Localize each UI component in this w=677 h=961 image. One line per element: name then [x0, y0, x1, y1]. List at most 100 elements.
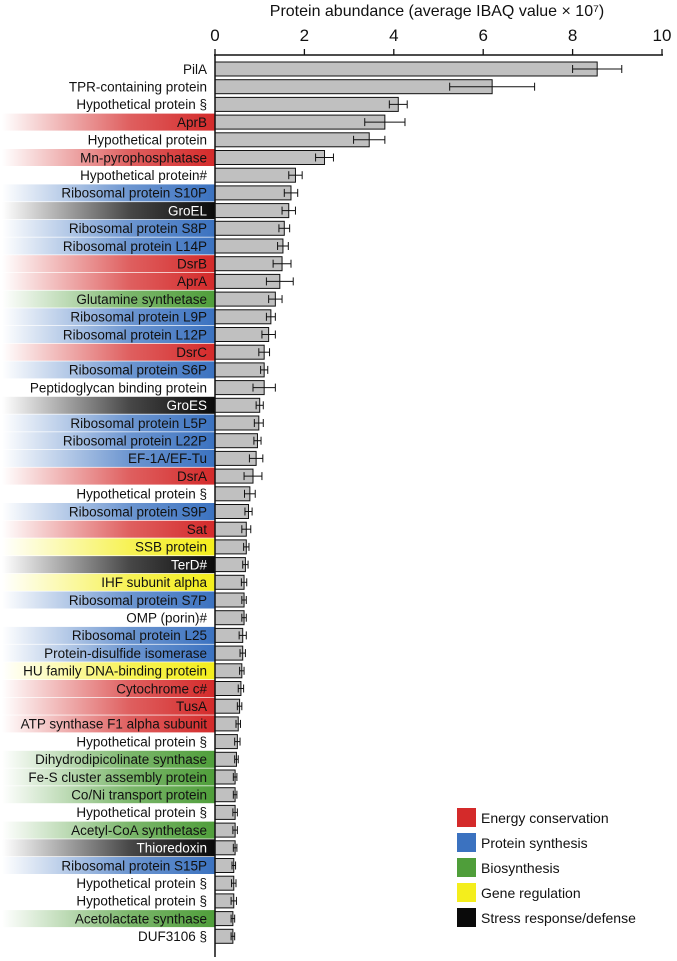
- bar: [214, 167, 296, 183]
- bar-label: Fe-S cluster assembly protein: [28, 770, 207, 785]
- bar: [214, 238, 284, 254]
- bar: [214, 769, 236, 785]
- bar: [214, 61, 598, 77]
- x-tick-label: 8: [568, 26, 577, 45]
- category-band: [2, 326, 215, 343]
- bar-label: Ribosomal protein S10P: [61, 186, 207, 201]
- bar-label: AprB: [177, 115, 207, 130]
- bar: [214, 309, 272, 325]
- category-band: [2, 467, 215, 485]
- bar-label: GroES: [166, 398, 207, 413]
- bar-label: Hypothetical protein §: [76, 97, 207, 112]
- x-axis-title: Protein abundance (average IBAQ value × …: [270, 3, 604, 20]
- bar-label: ATP synthase F1 alpha subunit: [21, 717, 208, 732]
- bar-label: Ribosomal protein L25: [72, 628, 207, 643]
- category-band: [2, 538, 215, 556]
- bar: [214, 787, 236, 803]
- bar-label: Ribosomal protein S7P: [69, 593, 207, 608]
- bar-label: Co/Ni transport protein: [71, 788, 207, 803]
- bar: [214, 858, 235, 873]
- bar-label: Mn-pyrophosphatase: [80, 150, 207, 165]
- category-band: [2, 184, 215, 202]
- bar-label: Hypothetical protein §: [76, 805, 207, 820]
- bar-label: Dihydrodipicolinate synthase: [35, 752, 207, 767]
- category-band: [2, 573, 215, 591]
- bar: [214, 96, 399, 112]
- bar-label: Ribosomal protein L14P: [63, 239, 207, 254]
- bar: [214, 681, 242, 696]
- category-band: [2, 432, 215, 450]
- bar-label: EF-1A/EF-Tu: [128, 451, 207, 466]
- bar: [214, 928, 234, 944]
- legend-swatch-gene: [457, 883, 476, 902]
- bar-label: Ribosomal protein L22P: [63, 434, 207, 449]
- bar-label: Hypothetical protein §: [76, 487, 207, 502]
- bar: [214, 185, 292, 201]
- bar-label: Acetyl-CoA synthetase: [71, 823, 207, 838]
- category-band: [2, 396, 215, 414]
- bar-label: Hypothetical protein: [88, 133, 207, 148]
- axes: [214, 54, 663, 957]
- category-band: [2, 361, 215, 379]
- category-band: [2, 750, 215, 768]
- bar: [214, 822, 236, 838]
- x-tick-label: 0: [210, 26, 219, 45]
- bar: [214, 911, 234, 927]
- category-band: [2, 113, 215, 131]
- bar-label: Ribosomal protein S15P: [61, 858, 207, 873]
- bar-label: Sat: [187, 522, 208, 537]
- legend-label-energy: Energy conservation: [481, 810, 609, 826]
- bar-label: Acetolactate synthase: [75, 911, 207, 926]
- bar: [214, 203, 290, 219]
- bar: [214, 840, 236, 856]
- bar: [214, 645, 244, 661]
- category-band: [2, 556, 215, 574]
- bar-label: Glutamine synthetase: [76, 292, 207, 307]
- bar: [214, 875, 235, 891]
- category-band: [2, 715, 215, 733]
- bar: [214, 150, 326, 165]
- category-band: [2, 768, 215, 786]
- x-tick-label: 4: [389, 26, 398, 45]
- category-band: [2, 255, 215, 273]
- bar-label: Hypothetical protein#: [80, 168, 207, 183]
- bar: [214, 291, 276, 307]
- category-band: [2, 290, 215, 308]
- category-band: [2, 272, 215, 290]
- bar: [214, 344, 265, 360]
- category-band: [2, 857, 215, 874]
- x-tick-label: 10: [653, 26, 672, 45]
- category-band: [2, 149, 215, 166]
- category-band: [2, 662, 215, 680]
- bar-label: Ribosomal protein S8P: [69, 221, 207, 236]
- bar-label: Ribosomal protein L12P: [63, 327, 207, 342]
- bar-label: DsrB: [177, 257, 207, 272]
- bar: [214, 114, 386, 130]
- legend-label-protein: Protein synthesis: [481, 835, 588, 851]
- bar-label: Hypothetical protein §: [76, 734, 207, 749]
- bar-label: HU family DNA-binding protein: [23, 664, 207, 679]
- bar-label: Hypothetical protein §: [76, 876, 207, 891]
- x-axis-ticks: 0 2 4 6 8 10: [210, 26, 671, 55]
- category-band: [2, 680, 215, 697]
- bar-label: Hypothetical protein §: [76, 894, 207, 909]
- bar: [214, 362, 265, 378]
- bar-label: Thioredoxin: [136, 841, 207, 856]
- bar: [214, 663, 243, 679]
- bar: [214, 397, 261, 413]
- category-band: [2, 910, 215, 928]
- legend-swatch-biosynthesis: [457, 858, 476, 877]
- bar-label: Ribosomal protein L5P: [70, 416, 207, 431]
- category-bands: [2, 113, 215, 928]
- bar-label: Ribosomal protein S6P: [69, 363, 207, 378]
- bar: [214, 716, 239, 732]
- bar-label: OMP (porin)#: [126, 611, 207, 626]
- bar-label: AprA: [177, 274, 207, 289]
- bar: [214, 256, 283, 272]
- bar-label: DsrC: [176, 345, 207, 360]
- bar: [214, 610, 245, 626]
- legend: Energy conservation Protein synthesis Bios…: [457, 808, 636, 927]
- bar: [214, 592, 245, 608]
- bar: [214, 504, 250, 519]
